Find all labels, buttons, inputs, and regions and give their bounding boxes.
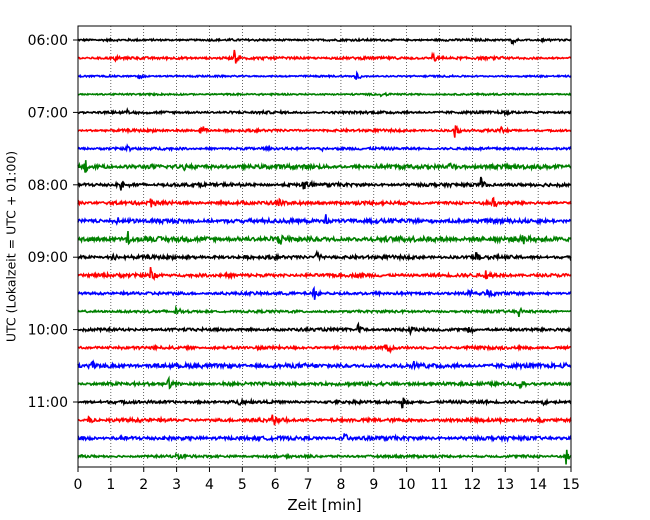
trace-0700 xyxy=(77,106,572,117)
trace-1015 xyxy=(77,343,572,355)
x-tick-label: 14 xyxy=(529,477,547,493)
trace-0715 xyxy=(77,125,572,138)
trace-1000 xyxy=(77,321,572,337)
trace-0930 xyxy=(77,285,572,300)
x-tick-label: 5 xyxy=(238,477,247,493)
x-tick-label: 1 xyxy=(106,477,115,493)
y-tick-label: 10:00 xyxy=(28,323,68,339)
trace-0615 xyxy=(77,49,572,64)
trace-1030 xyxy=(77,359,572,371)
trace-0745 xyxy=(77,160,572,174)
trace-0730 xyxy=(77,143,572,153)
trace-0815 xyxy=(77,196,572,208)
trace-0630 xyxy=(77,70,572,80)
y-tick-label: 11:00 xyxy=(28,395,68,411)
x-tick-label: 10 xyxy=(398,477,416,493)
y-tick-label: 08:00 xyxy=(28,178,68,194)
y-axis: 06:00 07:00 08:00 09:00 10:00 11:00 xyxy=(28,33,78,411)
plot-frame xyxy=(77,25,572,468)
trace-0900 xyxy=(77,249,572,262)
trace-0600 xyxy=(77,36,572,46)
x-tick-label: 11 xyxy=(431,477,449,493)
trace-1045 xyxy=(77,375,572,390)
x-tick-label: 12 xyxy=(463,477,481,493)
x-tick-label: 0 xyxy=(74,477,83,493)
x-tick-label: 2 xyxy=(139,477,148,493)
x-tick-label: 3 xyxy=(172,477,181,493)
trace-0915 xyxy=(77,266,572,282)
y-tick-label: 06:00 xyxy=(28,33,68,49)
y-axis-label: UTC (Lokalzeit = UTC + 01:00) xyxy=(4,151,19,342)
trace-0830 xyxy=(77,214,572,226)
y-tick-label: 09:00 xyxy=(28,250,68,266)
trace-1115 xyxy=(77,414,572,426)
x-tick-label: 7 xyxy=(304,477,313,493)
x-tick-label: 15 xyxy=(562,477,580,493)
x-tick-label: 6 xyxy=(271,477,280,493)
x-tick-label: 13 xyxy=(496,477,514,493)
trace-0800 xyxy=(77,176,572,191)
x-tick-label: 9 xyxy=(369,477,378,493)
trace-1145 xyxy=(77,449,572,465)
trace-1100 xyxy=(77,397,572,409)
x-tick-label: 8 xyxy=(336,477,345,493)
trace-1130 xyxy=(77,433,572,443)
x-axis: 0 1 2 3 4 5 6 7 8 9 10 11 12 13 14 15 xyxy=(74,467,580,493)
y-tick-label: 07:00 xyxy=(28,105,68,121)
trace-layer xyxy=(77,36,572,465)
x-axis-label: Zeit [min] xyxy=(287,496,361,514)
trace-0645 xyxy=(77,91,572,98)
trace-0945 xyxy=(77,304,572,318)
trace-0845 xyxy=(77,230,572,246)
x-tick-label: 4 xyxy=(205,477,214,493)
